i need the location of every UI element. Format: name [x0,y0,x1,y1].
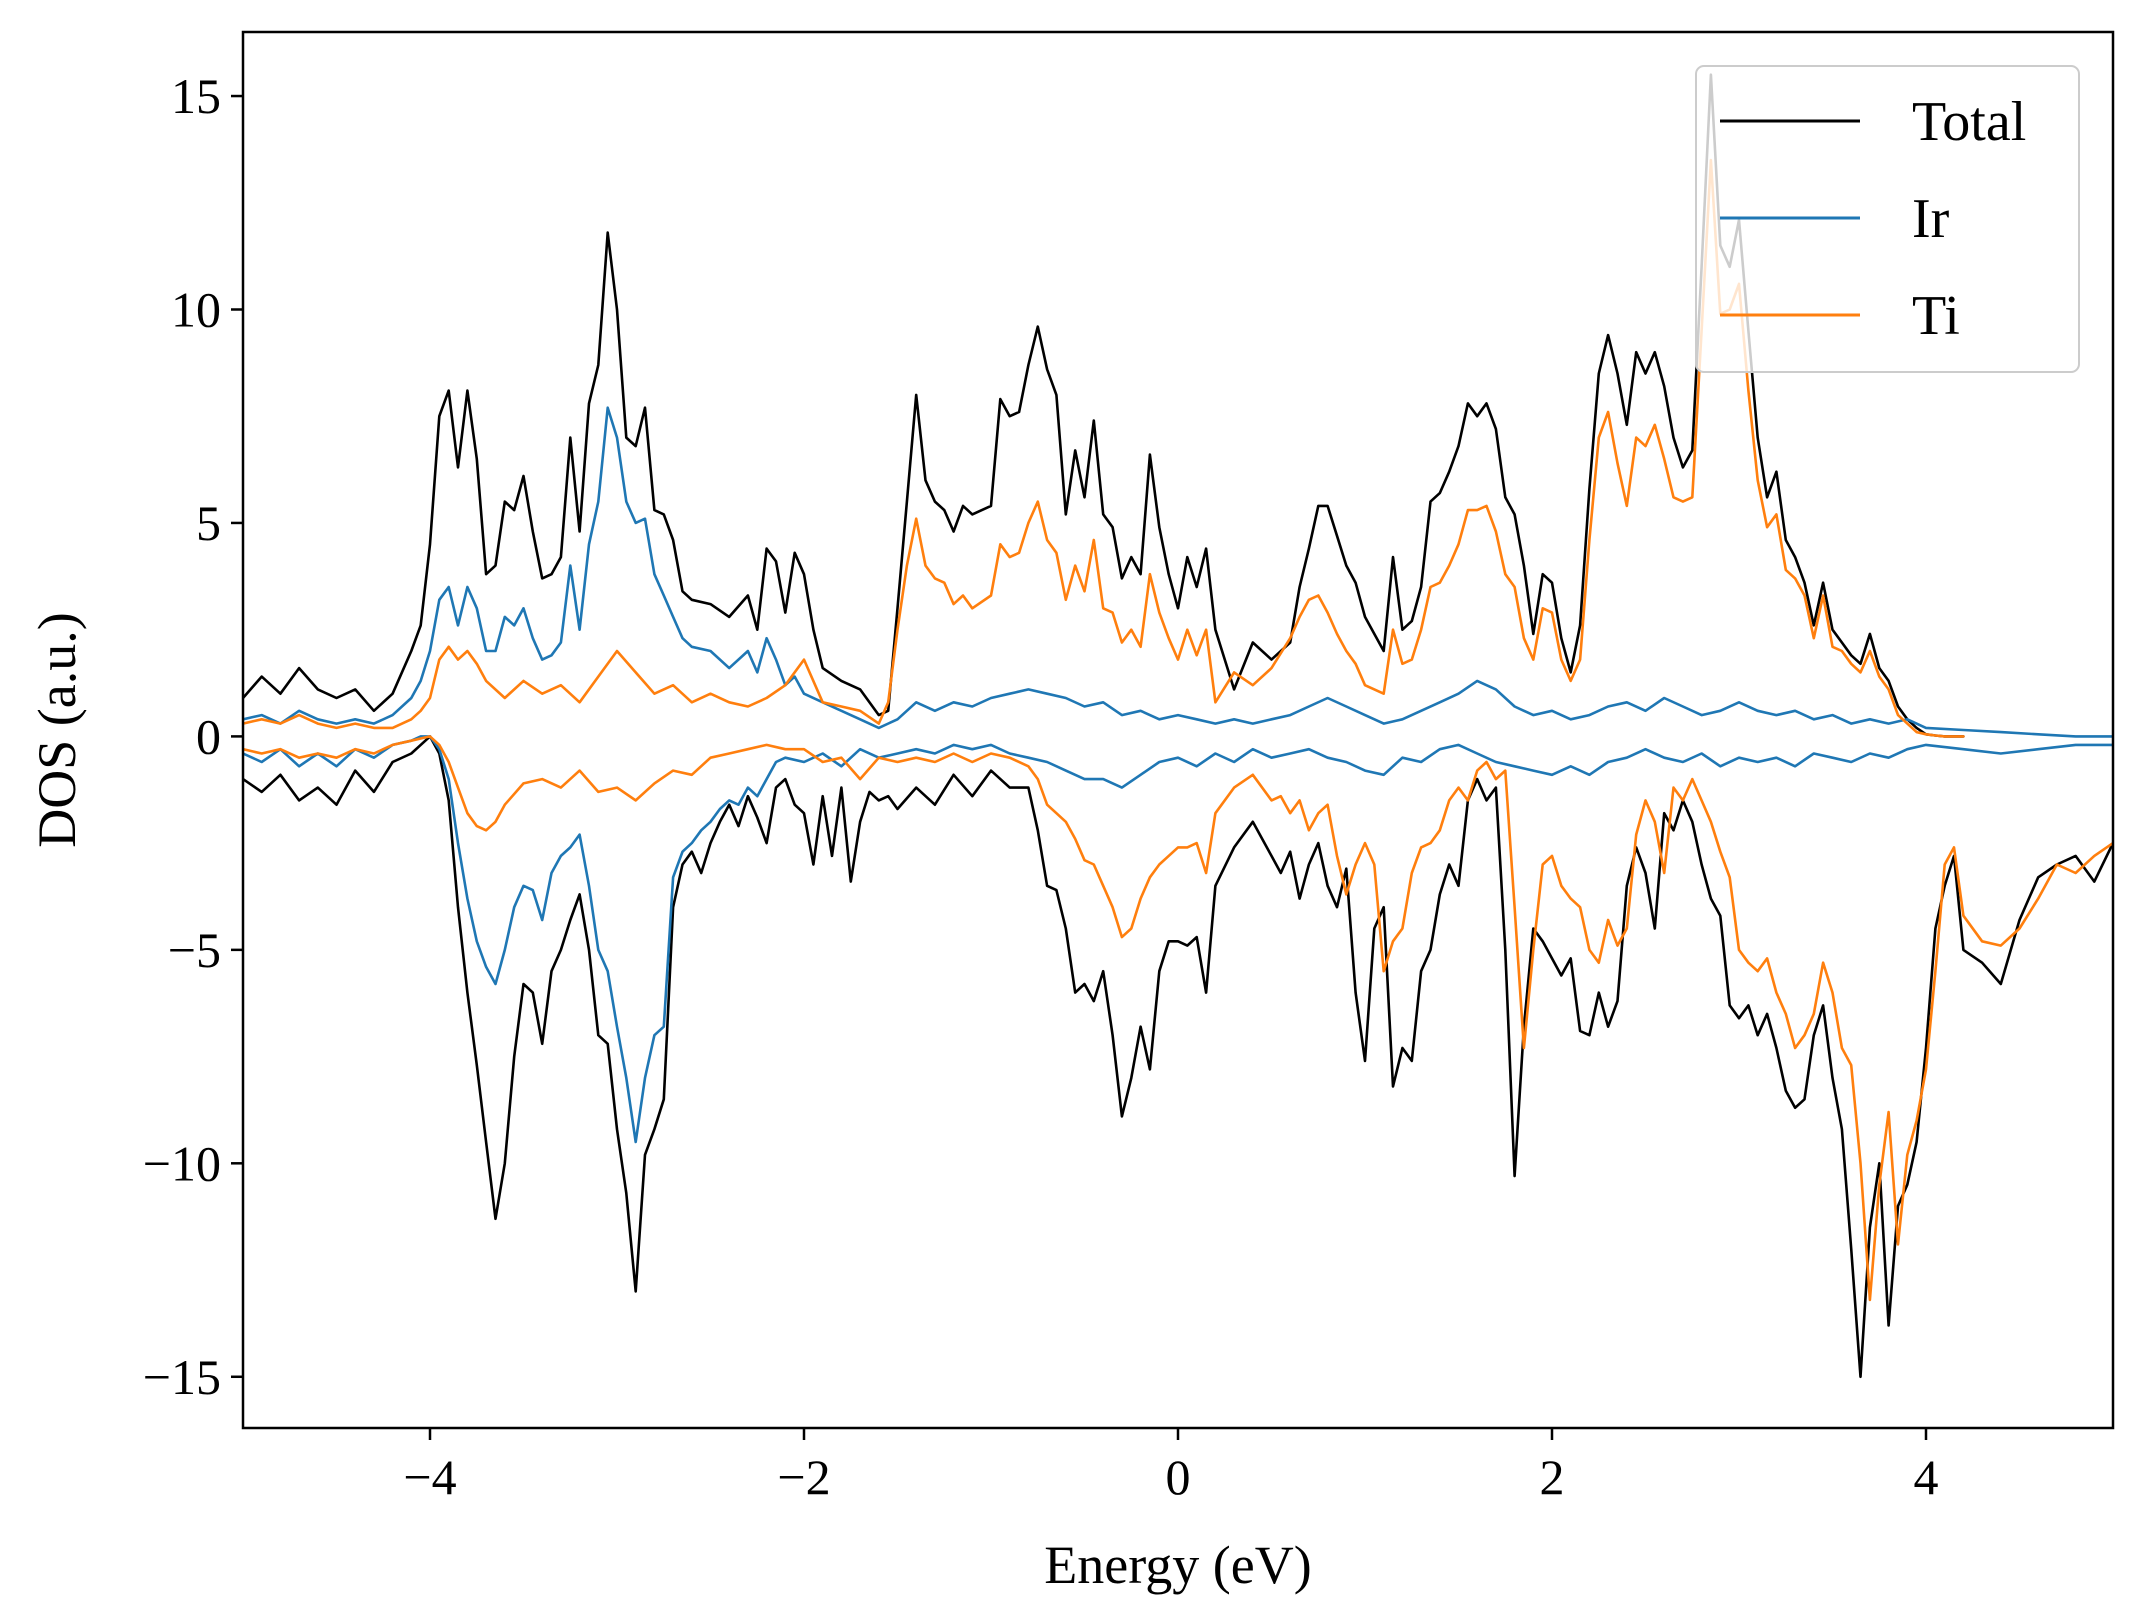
y-tick-label: −5 [168,922,221,978]
x-tick-label: 4 [1914,1449,1939,1505]
x-axis: −4 −2 0 2 4 [403,1428,1939,1505]
y-axis-label: DOS (a.u.) [27,612,87,847]
y-tick-label: 0 [196,708,221,764]
y-tick-label: 5 [196,495,221,551]
x-tick-label: −2 [777,1449,830,1505]
x-tick-label: −4 [403,1449,456,1505]
series-ir-up-line [243,406,2113,738]
x-axis-label: Energy (eV) [1044,1535,1311,1595]
legend-box [1695,65,2080,373]
legend-label-ti: Ti [1912,285,1960,347]
series-layer [243,73,2113,1379]
y-tick-label: −15 [143,1349,221,1405]
y-tick-label: −10 [143,1135,221,1191]
legend-label-total: Total [1912,91,2026,153]
x-tick-label: 0 [1166,1449,1191,1505]
y-tick-label: 10 [171,281,221,337]
x-tick-label: 2 [1540,1449,1565,1505]
series-ir-down-line [243,735,2113,1144]
legend: Total Ir Ti [1695,65,2080,373]
legend-label-ir: Ir [1912,188,1950,250]
y-axis: 15 10 5 0 −5 −10 −15 [143,68,243,1405]
y-tick-label: 15 [171,68,221,124]
series-total-down-line [243,735,2113,1379]
series-ti-down-line [243,735,2113,1302]
